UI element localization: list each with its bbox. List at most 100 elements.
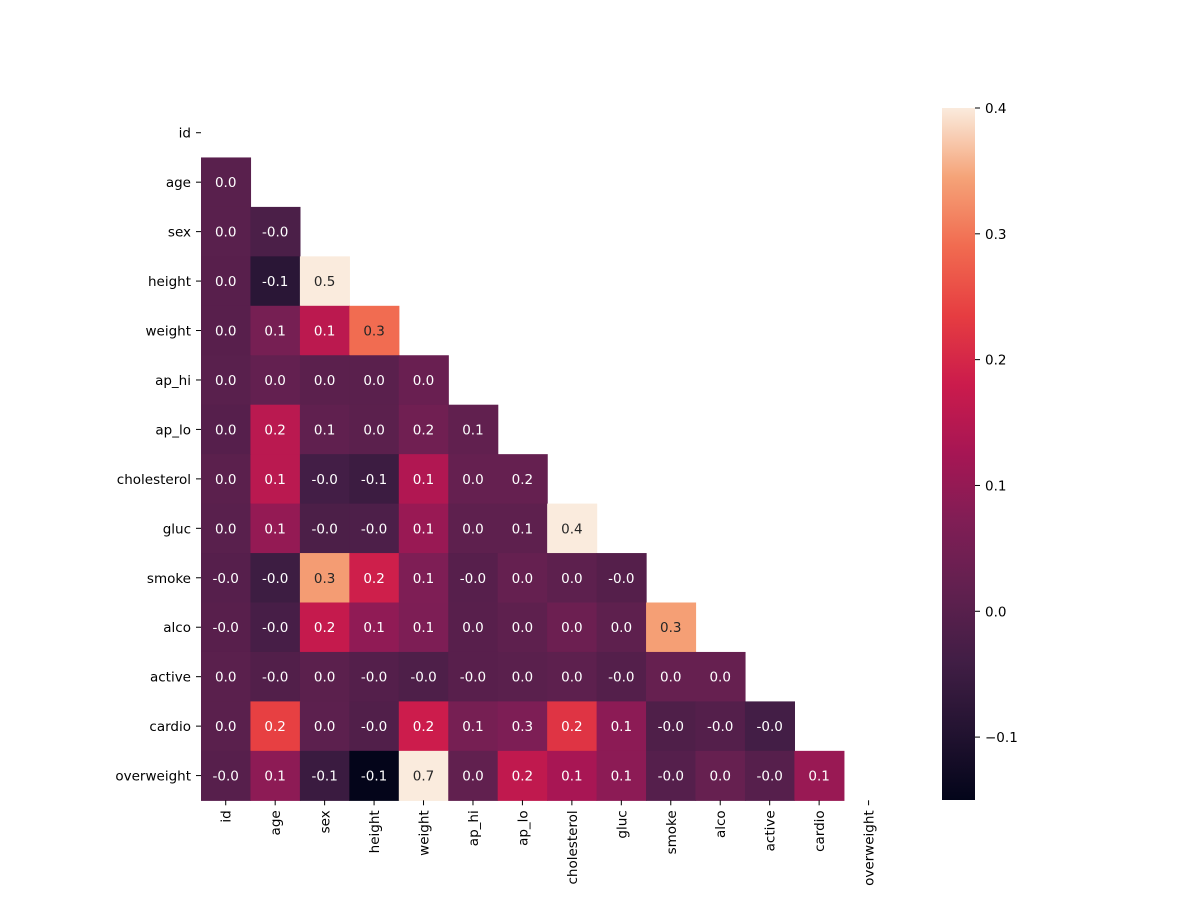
cell-value-label: 0.0 bbox=[561, 571, 582, 587]
cell-value-label: 0.0 bbox=[215, 175, 236, 191]
x-tick-label-weight: weight bbox=[417, 810, 433, 856]
cell-height-id bbox=[201, 256, 252, 307]
cell-active-smoke bbox=[646, 651, 697, 702]
colorbar-tick-label: 0.2 bbox=[985, 353, 1006, 369]
cell-value-label: 0.0 bbox=[709, 769, 730, 785]
cell-smoke-id bbox=[201, 553, 252, 604]
cell-value-label: -0.0 bbox=[213, 571, 239, 587]
cell-value-label: 0.1 bbox=[413, 472, 434, 488]
cell-value-label: 0.1 bbox=[611, 719, 632, 735]
cell-cholesterol-ap_lo bbox=[497, 454, 548, 505]
y-tick-label-active: active bbox=[150, 670, 191, 686]
cell-value-label: 0.0 bbox=[215, 719, 236, 735]
cell-value-label: -0.0 bbox=[757, 769, 783, 785]
y-tick-label-overweight: overweight bbox=[115, 769, 191, 785]
cell-value-label: 0.2 bbox=[512, 769, 533, 785]
cell-overweight-active bbox=[744, 750, 795, 801]
cell-value-label: 0.0 bbox=[215, 670, 236, 686]
cell-smoke-height bbox=[349, 553, 400, 604]
cell-value-label: 0.0 bbox=[215, 324, 236, 340]
colorbar-tick-label: −0.1 bbox=[985, 730, 1018, 746]
cell-value-label: 0.0 bbox=[215, 373, 236, 389]
cell-cardio-ap_hi bbox=[448, 701, 499, 752]
cell-active-alco bbox=[695, 651, 746, 702]
cell-cholesterol-age bbox=[250, 454, 301, 505]
x-axis: id age sex height weight ap_hi ap_lo cholestero… bbox=[219, 800, 878, 886]
cell-active-ap_hi bbox=[448, 651, 499, 702]
cell-value-label: 0.1 bbox=[462, 719, 483, 735]
cell-value-label: -0.0 bbox=[262, 225, 288, 241]
cell-value-label: 0.0 bbox=[363, 373, 384, 389]
cell-sex-id bbox=[201, 206, 252, 257]
cell-overweight-cardio bbox=[794, 750, 845, 801]
cell-gluc-cholesterol bbox=[547, 503, 598, 554]
cell-value-label: 0.0 bbox=[314, 670, 335, 686]
cell-value-label: 0.0 bbox=[215, 225, 236, 241]
cell-alco-ap_hi bbox=[448, 602, 499, 653]
y-tick-label-cardio: cardio bbox=[149, 719, 191, 735]
cell-alco-age bbox=[250, 602, 301, 653]
colorbar-tick-label: 0.1 bbox=[985, 478, 1006, 494]
x-tick-label-cholesterol: cholesterol bbox=[565, 810, 581, 884]
cell-value-label: 0.1 bbox=[264, 521, 285, 537]
cell-alco-weight bbox=[398, 602, 449, 653]
cell-value-label: 0.2 bbox=[264, 719, 285, 735]
cell-value-label: -0.0 bbox=[410, 670, 436, 686]
cell-cardio-sex bbox=[299, 701, 350, 752]
cell-value-label: -0.0 bbox=[262, 670, 288, 686]
cell-value-label: 0.0 bbox=[709, 670, 730, 686]
cell-value-label: 0.0 bbox=[215, 274, 236, 290]
x-tick-label-age: age bbox=[268, 810, 284, 835]
cell-value-label: 0.0 bbox=[215, 521, 236, 537]
cell-smoke-ap_hi bbox=[448, 553, 499, 604]
cell-value-label: 0.3 bbox=[512, 719, 533, 735]
cell-age-id bbox=[201, 157, 252, 208]
cell-smoke-sex bbox=[299, 553, 350, 604]
cell-value-label: 0.0 bbox=[611, 620, 632, 636]
cell-value-label: -0.0 bbox=[460, 670, 486, 686]
cell-gluc-ap_lo bbox=[497, 503, 548, 554]
y-tick-label-height: height bbox=[148, 274, 191, 290]
cell-value-label: -0.0 bbox=[361, 719, 387, 735]
colorbar-tick-label: 0.4 bbox=[985, 101, 1006, 117]
cell-smoke-gluc bbox=[596, 553, 647, 604]
cell-gluc-ap_hi bbox=[448, 503, 499, 554]
cell-value-label: 0.1 bbox=[413, 521, 434, 537]
cell-ap_lo-weight bbox=[398, 404, 449, 455]
cell-active-sex bbox=[299, 651, 350, 702]
y-tick-label-weight: weight bbox=[145, 324, 191, 340]
cell-value-label: -0.0 bbox=[361, 521, 387, 537]
colorbar: −0.1 0.0 0.1 0.2 0.3 0.4 bbox=[942, 101, 1018, 800]
cell-alco-gluc bbox=[596, 602, 647, 653]
cell-ap_hi-age bbox=[250, 355, 301, 406]
cell-alco-ap_lo bbox=[497, 602, 548, 653]
y-tick-label-ap_hi: ap_hi bbox=[155, 373, 191, 389]
cell-value-label: -0.0 bbox=[361, 670, 387, 686]
x-tick-label-id: id bbox=[219, 810, 235, 822]
cell-value-label: 0.2 bbox=[314, 620, 335, 636]
cell-value-label: 0.0 bbox=[561, 620, 582, 636]
y-axis: id age sex height weight ap_hi ap_lo cholestero… bbox=[115, 126, 201, 785]
x-tick-label-smoke: smoke bbox=[664, 810, 680, 854]
cell-alco-id bbox=[201, 602, 252, 653]
cell-overweight-ap_lo bbox=[497, 750, 548, 801]
cell-value-label: 0.1 bbox=[264, 472, 285, 488]
cell-value-label: -0.0 bbox=[658, 769, 684, 785]
y-tick-label-smoke: smoke bbox=[147, 571, 191, 587]
colorbar-gradient bbox=[942, 108, 975, 800]
cell-cardio-active bbox=[744, 701, 795, 752]
cell-value-label: -0.1 bbox=[361, 769, 387, 785]
cell-value-label: 0.0 bbox=[462, 521, 483, 537]
cell-value-label: 0.2 bbox=[413, 422, 434, 438]
cell-value-label: 0.1 bbox=[462, 422, 483, 438]
cell-alco-height bbox=[349, 602, 400, 653]
cell-value-label: 0.0 bbox=[462, 620, 483, 636]
cell-value-label: -0.0 bbox=[213, 769, 239, 785]
cell-value-label: 0.4 bbox=[561, 521, 582, 537]
y-tick-label-ap_lo: ap_lo bbox=[155, 422, 191, 438]
cell-cardio-gluc bbox=[596, 701, 647, 752]
cell-active-ap_lo bbox=[497, 651, 548, 702]
y-tick-label-gluc: gluc bbox=[163, 521, 191, 537]
cell-height-sex bbox=[299, 256, 350, 307]
cell-cardio-age bbox=[250, 701, 301, 752]
